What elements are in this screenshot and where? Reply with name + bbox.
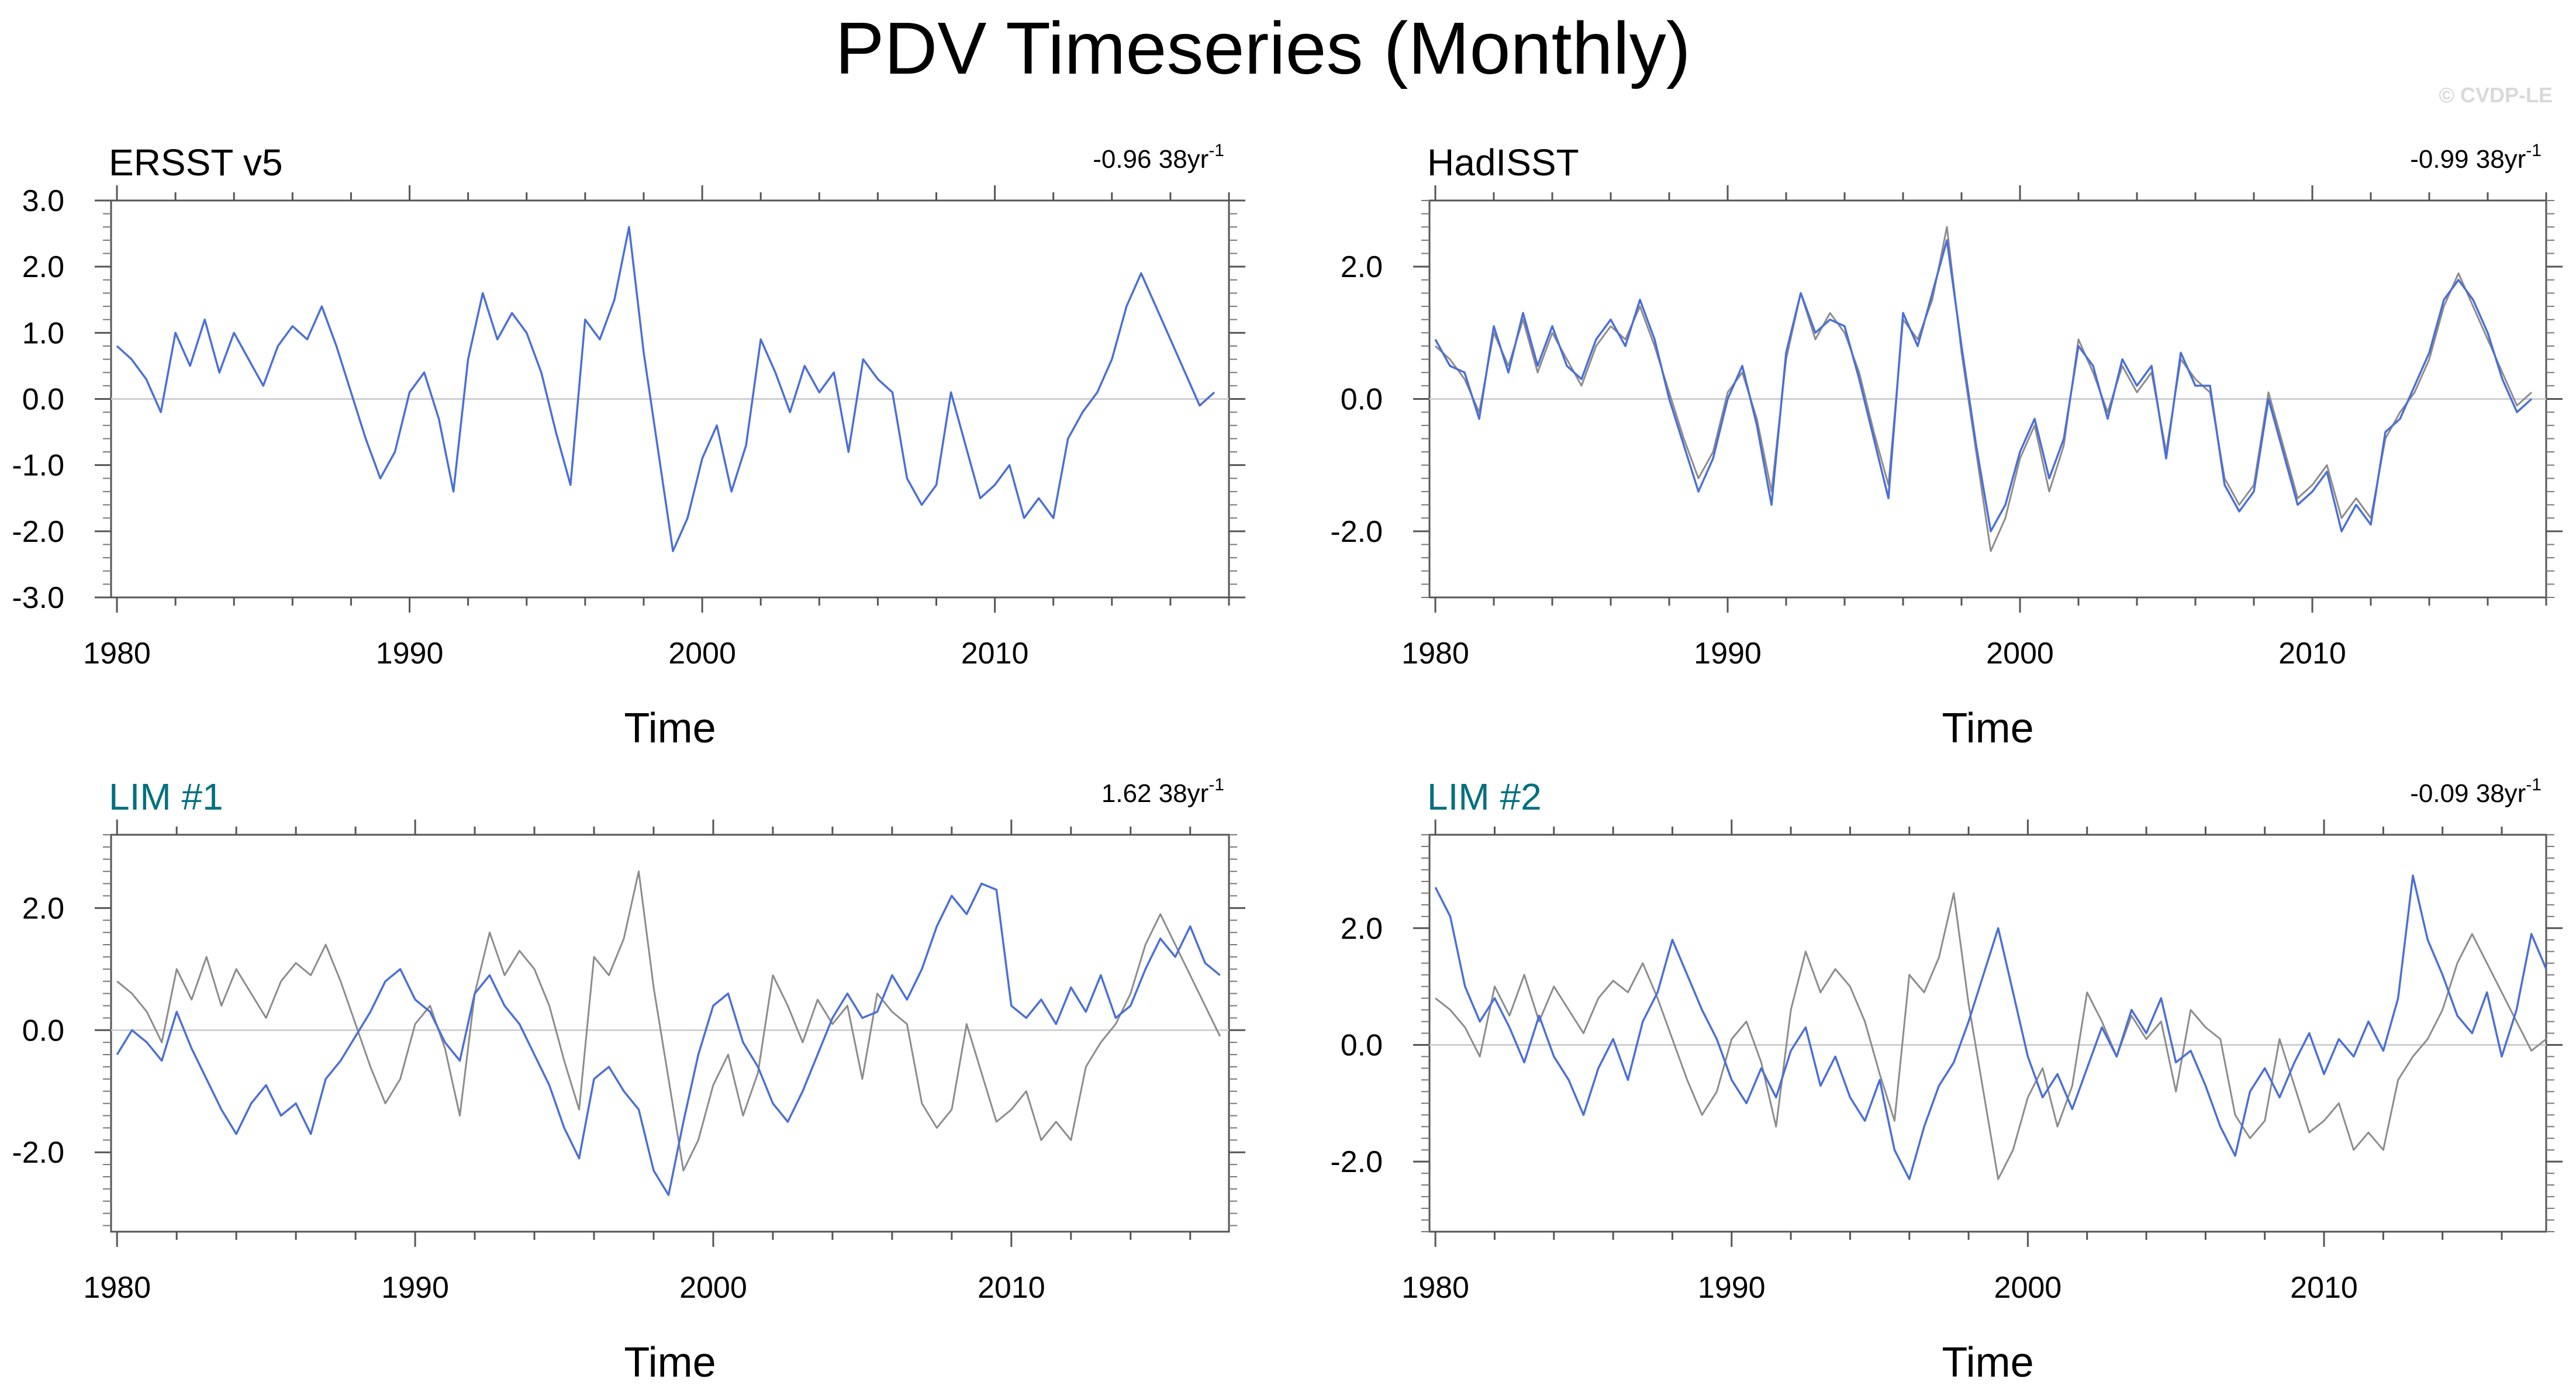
y-tick-label: 2.0 [22,891,64,925]
y-tick-label: 2.0 [1341,912,1383,946]
reference-series-line [1434,226,2533,552]
trend-exponent: -1 [1208,141,1224,160]
trend-value: -0.96 38yr [1093,145,1208,174]
y-tick-label: -2.0 [1330,515,1383,549]
trend-exponent: -1 [1208,775,1224,794]
trend-value: 1.62 38yr [1101,779,1208,808]
page-title: PDV Timeseries (Monthly) [835,7,1691,89]
y-tick-label: 0.0 [1341,383,1383,417]
primary-series-line [1434,875,2547,1180]
panel-4: -2.0 0.0 2.0 1980 1990 2000 2010 Time LIM #2 -0.0… [1330,775,2563,1386]
trend-value: -0.99 38yr [2410,145,2526,174]
x-tick-label: 1980 [1401,1271,1469,1305]
panel-title: HadISST [1427,141,1579,184]
y-tick-label: -2.0 [1330,1145,1383,1179]
trend-label: -0.96 38yr-1 [1093,141,1224,174]
x-axis-label: Time [624,1339,716,1386]
y-tick-label: 1.0 [22,316,64,350]
x-axis-label: Time [624,705,716,752]
panel-1: -3.0 -2.0 -1.0 0.0 1.0 2.0 3.0 1980 1990 2000 2010… [12,141,1245,752]
x-tick-label: 1990 [1694,637,1762,670]
reference-series-line [1435,892,2547,1180]
y-tick-label: -1.0 [12,449,64,483]
x-tick-label: 1980 [1401,637,1469,670]
x-axis-label: Time [1942,1339,2033,1386]
x-tick-label: 2000 [1986,637,2054,670]
x-tick-label: 1990 [1698,1271,1766,1305]
y-tick-label: 0.0 [22,383,64,417]
x-axis-label: Time [1942,705,2033,752]
x-tick-label: 2000 [679,1271,747,1305]
panel-3: -2.0 0.0 2.0 1980 1990 2000 2010 Time LIM #1 1.62… [12,775,1245,1386]
x-tick-label: 2000 [668,637,736,670]
y-tick-label: 0.0 [22,1014,64,1048]
x-tick-label: 2010 [2278,637,2346,670]
x-tick-label: 1990 [376,637,444,670]
panel-title: ERSST v5 [109,141,283,184]
x-tick-label: 1980 [83,1271,151,1305]
primary-series-line [116,882,1221,1197]
y-tick-label: 3.0 [22,184,64,218]
watermark: © CVDP-LE [2439,83,2553,107]
trend-label: -0.99 38yr-1 [2410,141,2542,174]
trend-value: -0.09 38yr [2410,779,2526,808]
y-tick-label: 2.0 [1341,250,1383,284]
trend-label: -0.09 38yr-1 [2410,775,2542,808]
y-tick-label: 0.0 [1341,1028,1383,1062]
trend-label: 1.62 38yr-1 [1101,775,1224,808]
x-tick-label: 2010 [2290,1271,2358,1305]
trend-exponent: -1 [2526,775,2542,794]
primary-series-line [1434,239,2533,533]
x-tick-label: 2010 [978,1271,1045,1305]
plot-frame [110,834,1230,1233]
panel-title: LIM #2 [1427,776,1542,818]
panel-title: LIM #1 [109,776,223,818]
y-tick-label: -2.0 [12,515,64,549]
y-tick-label: -2.0 [12,1136,64,1170]
primary-series-line [116,226,1216,552]
reference-series-line [116,870,1221,1171]
x-tick-label: 1990 [381,1271,449,1305]
trend-exponent: -1 [2526,141,2542,160]
y-tick-label: 2.0 [22,250,64,284]
panel-2: -2.0 0.0 2.0 1980 1990 2000 2010 Time HadISST -0.… [1330,141,2563,752]
x-tick-label: 1980 [83,637,151,670]
plot-frame [1428,834,2547,1233]
y-tick-label: -3.0 [12,581,64,615]
x-tick-label: 2000 [1994,1271,2062,1305]
x-tick-label: 2010 [961,637,1029,670]
